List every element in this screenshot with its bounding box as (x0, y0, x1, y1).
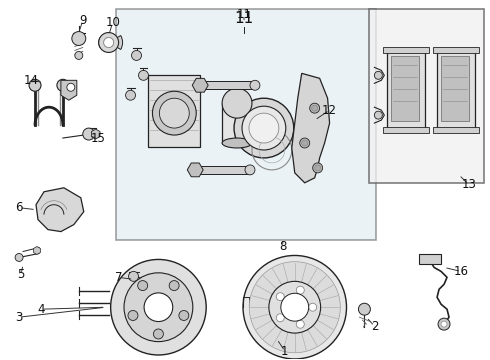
Circle shape (312, 105, 318, 111)
Text: 4: 4 (37, 303, 45, 316)
Circle shape (57, 79, 69, 91)
Wedge shape (98, 37, 109, 48)
Circle shape (276, 314, 284, 322)
Bar (195, 166, 250, 174)
Polygon shape (36, 188, 84, 231)
Text: 2: 2 (370, 320, 378, 333)
Circle shape (144, 293, 173, 321)
Bar (433, 127, 479, 133)
Circle shape (374, 71, 382, 79)
Circle shape (309, 303, 317, 311)
Circle shape (139, 70, 148, 80)
Bar (441, 57, 469, 121)
Circle shape (125, 90, 136, 100)
Polygon shape (292, 73, 330, 183)
Circle shape (72, 32, 86, 45)
Circle shape (281, 293, 309, 321)
Text: 15: 15 (90, 131, 105, 144)
Circle shape (222, 88, 252, 118)
Ellipse shape (222, 138, 252, 148)
Bar (383, 127, 429, 133)
Text: 10: 10 (105, 16, 120, 29)
Bar (437, 50, 475, 130)
Circle shape (153, 329, 163, 339)
Circle shape (124, 273, 193, 342)
Text: 6: 6 (15, 201, 23, 214)
Bar (392, 57, 419, 121)
Bar (433, 48, 479, 53)
Circle shape (245, 165, 255, 175)
Bar (369, 9, 484, 183)
Bar (383, 48, 429, 53)
Bar (222, 103, 252, 143)
Circle shape (313, 163, 322, 173)
Circle shape (374, 111, 382, 119)
Circle shape (159, 98, 189, 128)
Bar (200, 81, 255, 89)
Text: 11: 11 (237, 8, 251, 21)
Circle shape (300, 138, 310, 148)
Circle shape (179, 311, 189, 320)
Circle shape (128, 271, 139, 282)
Circle shape (243, 256, 346, 359)
Circle shape (152, 91, 196, 135)
Circle shape (29, 79, 41, 91)
Circle shape (98, 32, 119, 53)
Circle shape (249, 113, 279, 143)
Circle shape (15, 253, 23, 261)
Circle shape (75, 51, 83, 59)
Circle shape (111, 260, 206, 355)
Wedge shape (109, 36, 122, 49)
Circle shape (269, 282, 320, 333)
Circle shape (234, 98, 294, 158)
Circle shape (249, 262, 340, 353)
Circle shape (67, 83, 75, 91)
Bar (419, 255, 441, 265)
Circle shape (131, 50, 142, 60)
Circle shape (276, 293, 284, 301)
Text: 3: 3 (15, 311, 23, 324)
Bar (148, 75, 200, 147)
Circle shape (242, 106, 286, 150)
Bar (387, 50, 425, 130)
Text: 13: 13 (462, 178, 476, 191)
Text: 14: 14 (24, 74, 39, 87)
Circle shape (104, 37, 114, 48)
Polygon shape (61, 80, 77, 100)
Text: 7: 7 (115, 271, 122, 284)
Text: 9: 9 (79, 14, 87, 27)
Circle shape (359, 303, 370, 315)
Bar (116, 9, 376, 239)
Text: 5: 5 (17, 268, 25, 281)
Circle shape (438, 318, 450, 330)
Circle shape (104, 37, 114, 48)
Circle shape (138, 280, 147, 291)
Text: 16: 16 (453, 265, 468, 278)
Circle shape (169, 280, 179, 291)
Circle shape (128, 311, 138, 320)
Circle shape (250, 80, 260, 90)
Circle shape (315, 165, 320, 171)
Text: 8: 8 (279, 240, 287, 253)
Circle shape (296, 286, 304, 294)
Circle shape (302, 140, 308, 146)
Text: 12: 12 (322, 104, 337, 117)
Circle shape (296, 320, 304, 328)
Text: 11: 11 (234, 11, 254, 26)
Circle shape (310, 103, 319, 113)
Circle shape (83, 128, 95, 140)
Circle shape (441, 321, 447, 327)
Text: 1: 1 (281, 345, 289, 357)
